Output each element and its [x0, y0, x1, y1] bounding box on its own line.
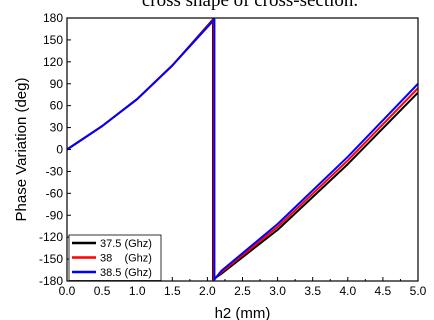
x-tick-label: 1.5 — [164, 284, 181, 298]
x-tick-label: 1.0 — [129, 284, 146, 298]
series-layer — [66, 18, 419, 281]
x-tick-label: 0.0 — [59, 284, 76, 298]
x-tick-label: 4.5 — [375, 284, 392, 298]
x-tick-label: 2.0 — [199, 284, 216, 298]
axes-layer: 0.0 0.5 1.0 1.5 2.0 2.5 3.0 3.5 4.0 4.5 5.0 180 150 1… — [39, 11, 427, 298]
y-tick-label: -120 — [39, 230, 63, 244]
y-tick-label: 150 — [43, 33, 63, 47]
y-tick-label: 120 — [43, 55, 63, 69]
y-tick-label: -60 — [46, 186, 64, 200]
x-tick-label: 3.0 — [269, 284, 286, 298]
chart-caption: cross shape of cross-section. — [142, 0, 358, 11]
legend-label-2: 38.5 (Ghz) — [100, 267, 152, 279]
x-tick-label: 0.5 — [94, 284, 111, 298]
legend-label-0: 37.5 (Ghz) — [100, 238, 152, 250]
y-axis-title: Phase Variation (deg) — [13, 78, 30, 222]
y-tick-label: 90 — [50, 77, 64, 91]
x-tick-label: 4.0 — [339, 284, 356, 298]
legend-label-1: 38 (Ghz) — [100, 253, 152, 265]
y-tick-label: 180 — [43, 11, 63, 25]
y-tick-label: 0 — [56, 143, 63, 157]
y-tick-label: -180 — [39, 274, 63, 288]
x-tick-label: 3.5 — [304, 284, 321, 298]
y-tick-label: 60 — [50, 99, 64, 113]
x-axis-title: h2 (mm) — [215, 305, 271, 320]
y-tick-label: -30 — [46, 164, 64, 178]
x-tick-label: 5.0 — [410, 284, 427, 298]
y-tick-label: -150 — [39, 252, 63, 266]
x-tick-label: 2.5 — [234, 284, 251, 298]
y-tick-label: -90 — [46, 208, 64, 222]
legend: 37.5 (Ghz) 38 (Ghz) 38.5 (Ghz) — [68, 234, 162, 281]
y-tick-label: 30 — [50, 121, 64, 135]
series-line-2 — [66, 18, 419, 281]
